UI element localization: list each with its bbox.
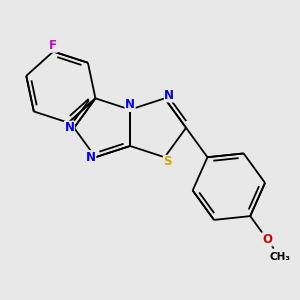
Text: S: S — [164, 155, 172, 168]
Text: N: N — [164, 89, 174, 102]
Text: CH₃: CH₃ — [269, 252, 290, 262]
Text: O: O — [262, 233, 272, 246]
Text: F: F — [49, 39, 57, 52]
Text: N: N — [86, 151, 96, 164]
Text: N: N — [64, 121, 74, 134]
Text: N: N — [125, 98, 135, 111]
